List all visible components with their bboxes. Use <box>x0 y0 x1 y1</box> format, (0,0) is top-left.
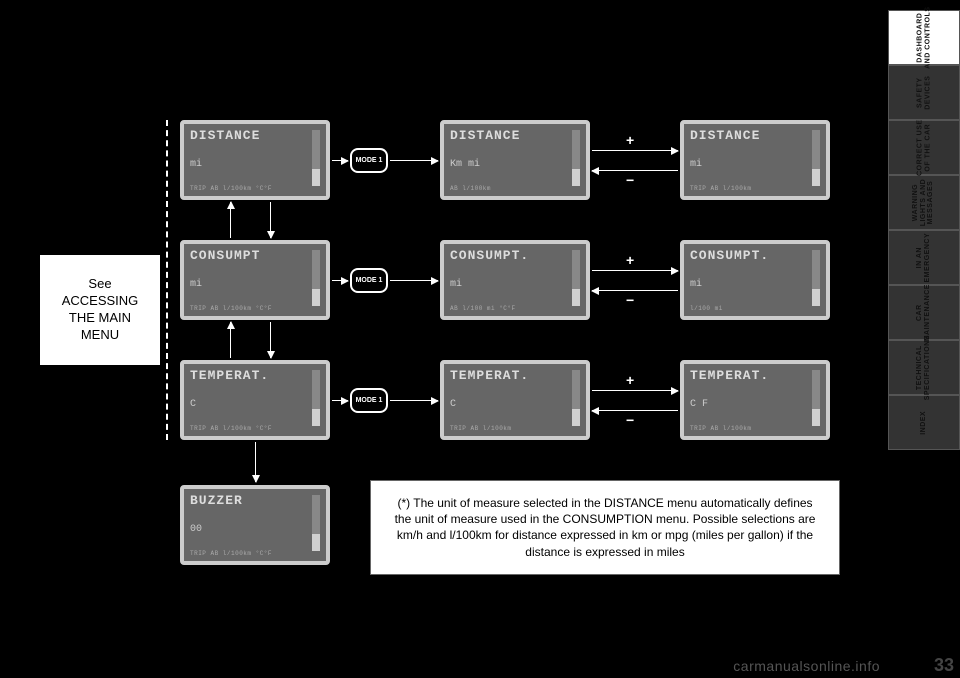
lcd-bot: AB l/100km <box>450 185 580 192</box>
arrow-left-icon <box>592 290 678 291</box>
lcd-title: DISTANCE <box>450 128 580 143</box>
lcd-bot: TRIP AB l/100km °C°F <box>190 305 320 312</box>
screen-temperat: TEMPERAT. C TRIP AB l/100km °C°F <box>180 360 330 440</box>
arrow-down-icon <box>270 322 271 358</box>
minus-icon: − <box>626 412 634 428</box>
arrow-right-icon <box>390 160 438 161</box>
plus-icon: + <box>626 132 634 148</box>
lcd-mid: C <box>450 399 580 410</box>
lcd-bot: TRIP AB l/100km <box>450 425 580 432</box>
arrow-right-icon <box>390 280 438 281</box>
tab-dashboard[interactable]: DASHBOARD AND CONTROLS <box>888 10 960 65</box>
arrow-down-icon <box>255 442 256 482</box>
lcd-title: BUZZER <box>190 493 320 508</box>
arrow-left-icon <box>592 410 678 411</box>
lcd-bot: TRIP AB l/100km <box>690 185 820 192</box>
arrow-right-icon <box>592 390 678 391</box>
tab-warning[interactable]: WARNING LIGHTS AND MESSAGES <box>888 175 960 230</box>
arrow-right-icon <box>592 270 678 271</box>
minus-icon: − <box>626 172 634 188</box>
screen-buzzer: BUZZER 00 TRIP AB l/100km °C°F <box>180 485 330 565</box>
arrow-down-icon <box>270 202 271 238</box>
lcd-bot: TRIP AB l/100km °C°F <box>190 425 320 432</box>
tab-technical[interactable]: TECHNICAL SPECIFICATIONS <box>888 340 960 395</box>
lcd-mid: mi <box>190 279 320 290</box>
arrow-right-icon <box>332 400 348 401</box>
tab-correct-use[interactable]: CORRECT USE OF THE CAR <box>888 120 960 175</box>
lcd-mid: mi <box>690 279 820 290</box>
lcd-title: TEMPERAT. <box>190 368 320 383</box>
screen-temperat-c: TEMPERAT. C TRIP AB l/100km <box>440 360 590 440</box>
lcd-title: CONSUMPT. <box>450 248 580 263</box>
arrow-right-icon <box>390 400 438 401</box>
lcd-title: CONSUMPT <box>190 248 320 263</box>
see-text: See ACCESSING THE MAIN MENU <box>62 276 139 344</box>
lcd-title: TEMPERAT. <box>450 368 580 383</box>
tab-maintenance[interactable]: CAR MAINTENANCE <box>888 285 960 340</box>
see-accessing-box: See ACCESSING THE MAIN MENU <box>40 255 160 365</box>
lcd-mid: C F <box>690 399 820 410</box>
plus-icon: + <box>626 252 634 268</box>
screen-distance: DISTANCE mi TRIP AB l/100km °C°F <box>180 120 330 200</box>
watermark-text: carmanualsonline.info <box>733 658 880 674</box>
lcd-mid: mi <box>450 279 580 290</box>
lcd-bot: AB l/100 mi °C°F <box>450 305 580 312</box>
arrow-up-icon <box>230 202 231 238</box>
lcd-bot: TRIP AB l/100km °C°F <box>190 550 320 557</box>
screen-distance-mi: DISTANCE mi TRIP AB l/100km <box>680 120 830 200</box>
lcd-title: CONSUMPT. <box>690 248 820 263</box>
tab-index[interactable]: INDEX <box>888 395 960 450</box>
tab-safety[interactable]: SAFETY DEVICES <box>888 65 960 120</box>
arrow-right-icon <box>332 280 348 281</box>
mode-button-1[interactable]: MODE 1 <box>350 148 388 173</box>
screen-consumpt-a: CONSUMPT. mi AB l/100 mi °C°F <box>440 240 590 320</box>
screen-temperat-f: TEMPERAT. C F TRIP AB l/100km <box>680 360 830 440</box>
screen-distance-km: DISTANCE Km mi AB l/100km <box>440 120 590 200</box>
footnote-box: (*) The unit of measure selected in the … <box>370 480 840 575</box>
lcd-bot: TRIP AB l/100km °C°F <box>190 185 320 192</box>
lcd-title: DISTANCE <box>190 128 320 143</box>
screen-consumpt-b: CONSUMPT. mi l/100 mi <box>680 240 830 320</box>
diagram-page: See ACCESSING THE MAIN MENU DISTANCE mi … <box>40 100 860 620</box>
lcd-title: DISTANCE <box>690 128 820 143</box>
page-number: 33 <box>934 655 954 676</box>
arrow-right-icon <box>592 150 678 151</box>
arrow-up-icon <box>230 322 231 358</box>
screen-consumpt: CONSUMPT mi TRIP AB l/100km °C°F <box>180 240 330 320</box>
lcd-mid: mi <box>190 159 320 170</box>
section-tabs: DASHBOARD AND CONTROLS SAFETY DEVICES CO… <box>888 10 960 450</box>
plus-icon: + <box>626 372 634 388</box>
lcd-bot: TRIP AB l/100km <box>690 425 820 432</box>
lcd-mid: C <box>190 399 320 410</box>
lcd-title: TEMPERAT. <box>690 368 820 383</box>
mode-button-2[interactable]: MODE 1 <box>350 268 388 293</box>
arrow-right-icon <box>332 160 348 161</box>
minus-icon: − <box>626 292 634 308</box>
lcd-mid: 00 <box>190 524 320 535</box>
lcd-mid: Km mi <box>450 159 580 170</box>
dashed-divider <box>166 120 168 440</box>
arrow-left-icon <box>592 170 678 171</box>
lcd-bot: l/100 mi <box>690 305 820 312</box>
tab-emergency[interactable]: IN AN EMERGENCY <box>888 230 960 285</box>
footnote-text: (*) The unit of measure selected in the … <box>395 496 816 559</box>
lcd-mid: mi <box>690 159 820 170</box>
mode-button-3[interactable]: MODE 1 <box>350 388 388 413</box>
